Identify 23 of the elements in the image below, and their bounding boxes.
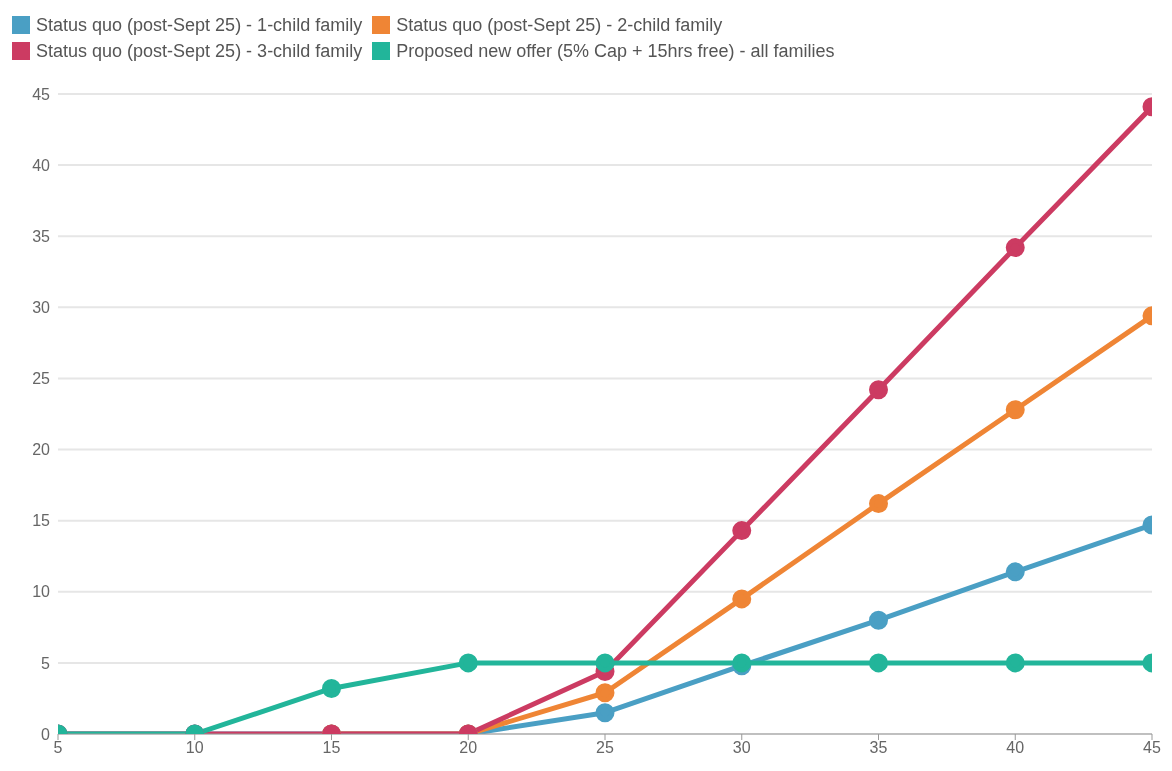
x-tick-label: 5 [53,739,63,757]
y-tick-label: 15 [32,512,51,530]
y-tick-label: 40 [32,156,51,174]
y-tick-label: 45 [32,85,51,103]
legend-label: Status quo (post-Sept 25) - 1-child family [35,14,363,37]
x-tick-label: 15 [322,739,341,757]
x-tick-label: 35 [869,739,888,757]
x-tick-label: 40 [1006,739,1025,757]
x-tick-label: 10 [185,739,204,757]
y-tick-label: 35 [32,227,51,245]
x-tick-label: 45 [1143,739,1161,757]
y-tick-label: 0 [41,725,51,743]
legend-label: Proposed new offer (5% Cap + 15hrs free) - all families [395,40,835,63]
y-tick-label: 5 [41,654,51,672]
x-tick-label: 30 [732,739,751,757]
y-tick-label: 20 [32,441,51,459]
y-tick-label: 30 [32,299,51,317]
y-tick-label: 10 [32,583,51,601]
x-tick-label: 20 [459,739,478,757]
legend-label: Status quo (post-Sept 25) - 3-child family [35,40,363,63]
y-tick-label: 25 [32,370,51,388]
x-tick-label: 25 [596,739,614,757]
legend-label: Status quo (post-Sept 25) - 2-child family [395,14,723,37]
